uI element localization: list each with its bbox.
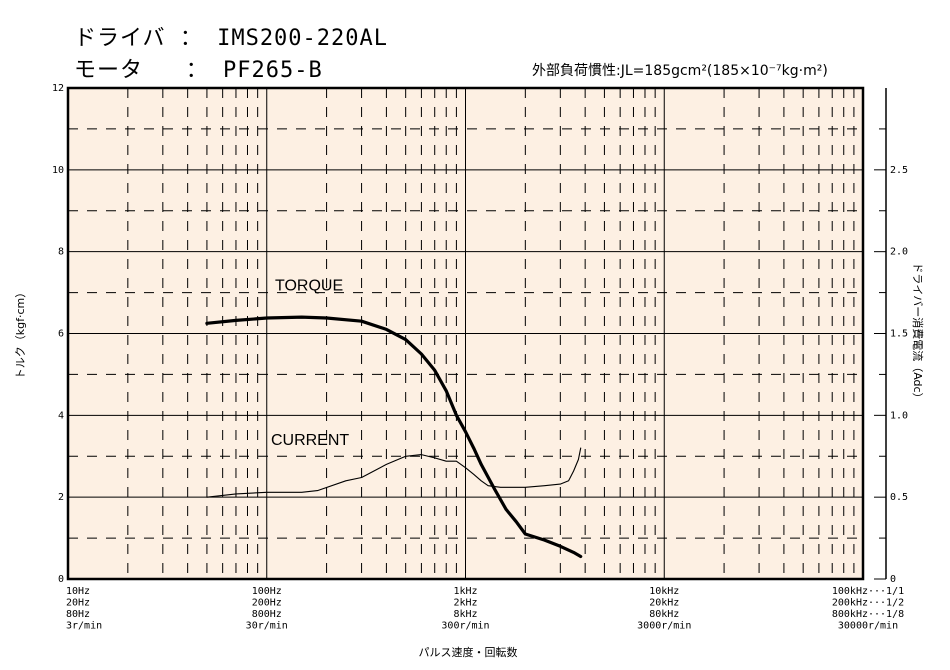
right-tick-label: 2.5 <box>890 165 908 176</box>
x-tick-label: 80kHz <box>649 609 679 620</box>
right-tick-label: 2.0 <box>890 247 908 258</box>
left-tick-label: 6 <box>58 329 64 340</box>
driver-value: IMS200-220AL <box>217 26 389 51</box>
right-tick-label: 1.5 <box>890 329 908 340</box>
plot-frame <box>66 86 865 581</box>
x-tick-label: 100kHz···1/1 <box>832 586 904 597</box>
left-tick-label: 2 <box>58 492 64 503</box>
x-tick-label: 10Hz <box>66 586 90 597</box>
inertia-note: 外部負荷慣性:JL=185gcm²(185×10⁻⁷kg·m²) <box>532 60 828 80</box>
x-tick-label: 200Hz <box>252 598 282 609</box>
x-tick-label: 1kHz <box>453 586 477 597</box>
series-layer: TORQUE CURRENT <box>205 278 583 559</box>
x-tick-label: 3r/min <box>66 621 102 632</box>
motor-line: モータ ： PF265-B <box>74 52 323 84</box>
x-tick-label: 30r/min <box>246 621 288 632</box>
motor-value: PF265-B <box>223 58 323 83</box>
x-tick-label: 10kHz <box>649 586 679 597</box>
left-tick-label: 0 <box>58 574 64 585</box>
left-tick-label: 12 <box>52 83 64 94</box>
x-tick-label: 30000r/min <box>838 621 898 632</box>
driver-label: ドライバ <box>74 26 166 51</box>
right-tick-label: 0.5 <box>890 492 908 503</box>
x-tick-label: 80Hz <box>66 609 90 620</box>
torque-series-line <box>205 315 583 559</box>
x-tick-label: 3000r/min <box>637 621 691 632</box>
torque-series-label: TORQUE <box>275 278 343 295</box>
x-tick-label: 100Hz <box>252 586 282 597</box>
x-tick-label: 300r/min <box>441 621 489 632</box>
inertia-value: JL=185gcm²(185×10⁻⁷kg·m²) <box>620 63 828 79</box>
y-axis-label-left: トルク（kgf·cm） <box>14 287 27 380</box>
x-tick-label: 200kHz···1/2 <box>832 598 904 609</box>
grid <box>68 88 863 579</box>
inertia-prefix: 外部負荷慣性: <box>532 63 621 79</box>
right-tick-label: 0 <box>890 574 896 585</box>
x-tick-label: 8kHz <box>453 609 477 620</box>
current-series-label: CURRENT <box>271 432 349 449</box>
right-axis: 0 0.5 1.0 1.5 2.0 2.5 <box>874 88 908 585</box>
left-tick-label: 8 <box>58 247 64 258</box>
x-axis-label: パルス速度・回転数 <box>419 645 518 659</box>
motor-label: モータ <box>74 58 144 83</box>
x-tick-label: 800kHz···1/8 <box>832 609 904 620</box>
current-series-line <box>206 447 582 498</box>
x-tick-label: 800Hz <box>252 609 282 620</box>
motor-separator: ： <box>185 58 209 83</box>
left-tick-label: 10 <box>52 165 64 176</box>
right-tick-label: 1.0 <box>890 410 908 421</box>
driver-line: ドライバ ： IMS200-220AL <box>74 20 388 52</box>
x-tick-label: 20kHz <box>649 598 679 609</box>
y-axis-label-right: ドライバー消費電流（Adc） <box>911 262 925 403</box>
left-axis: 0 2 4 6 8 10 12 <box>52 83 64 585</box>
x-tick-label: 20Hz <box>66 598 90 609</box>
x-tick-label: 2kHz <box>453 598 477 609</box>
left-tick-label: 4 <box>58 410 64 421</box>
driver-separator: ： <box>179 26 203 51</box>
